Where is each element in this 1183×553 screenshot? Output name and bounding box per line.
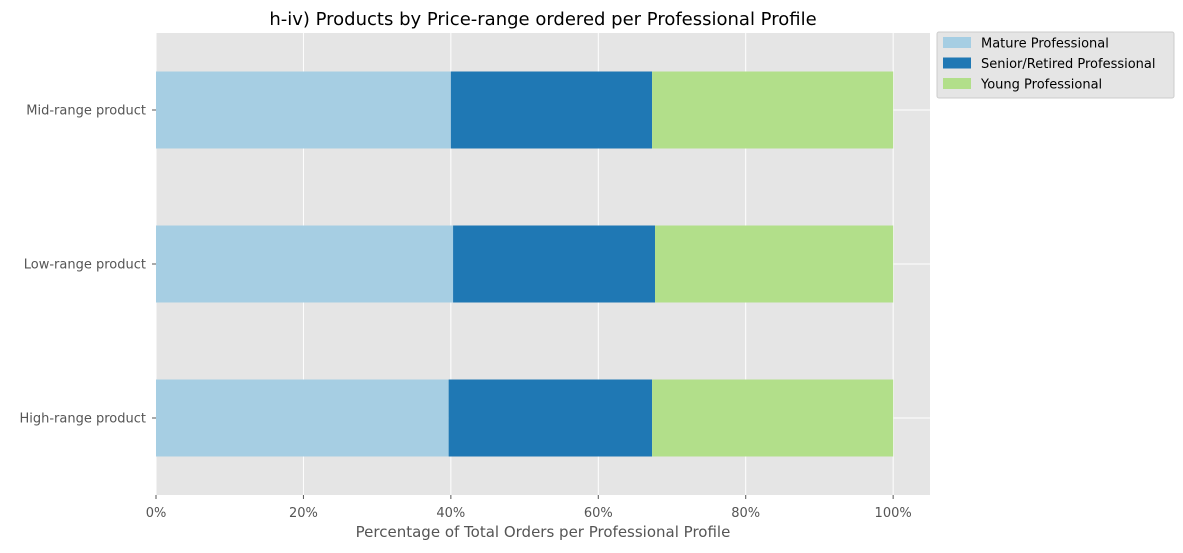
bar-segment: [453, 225, 656, 303]
legend-label: Mature Professional: [981, 37, 1109, 52]
y-tick-label: Mid-range product: [26, 104, 146, 119]
bar-segment: [156, 225, 454, 303]
bar-segment: [652, 71, 894, 149]
x-axis-label: Percentage of Total Orders per Professio…: [356, 523, 731, 541]
bar-segment: [450, 71, 653, 149]
bars: [156, 71, 894, 457]
bar-segment: [156, 71, 451, 149]
x-tick-label: 100%: [875, 506, 912, 521]
bar-segment: [156, 379, 449, 457]
legend-label: Young Professional: [980, 78, 1102, 93]
legend-label: Senior/Retired Professional: [981, 57, 1156, 72]
y-tick-label: Low-range product: [24, 258, 146, 273]
bar-segment: [652, 379, 894, 457]
x-tick-label: 60%: [584, 506, 613, 521]
x-tick-label: 0%: [146, 506, 167, 521]
legend-swatch: [943, 78, 971, 89]
legend-swatch: [943, 57, 971, 69]
bar-segment: [655, 225, 894, 303]
y-axis: High-range product Low-range product Mid-r…: [19, 104, 156, 427]
x-axis: 0% 20% 40% 60% 80% 100%: [146, 495, 912, 521]
x-tick-label: 80%: [731, 506, 760, 521]
chart-title: h-iv) Products by Price-range ordered pe…: [269, 9, 816, 30]
bar-segment: [448, 379, 653, 457]
x-tick-label: 20%: [289, 506, 318, 521]
legend: Mature Professional Senior/Retired Profes…: [936, 31, 1175, 99]
y-tick-label: High-range product: [19, 412, 146, 427]
x-tick-label: 40%: [436, 506, 465, 521]
legend-swatch: [943, 37, 971, 48]
legend-frame: [936, 31, 1175, 99]
